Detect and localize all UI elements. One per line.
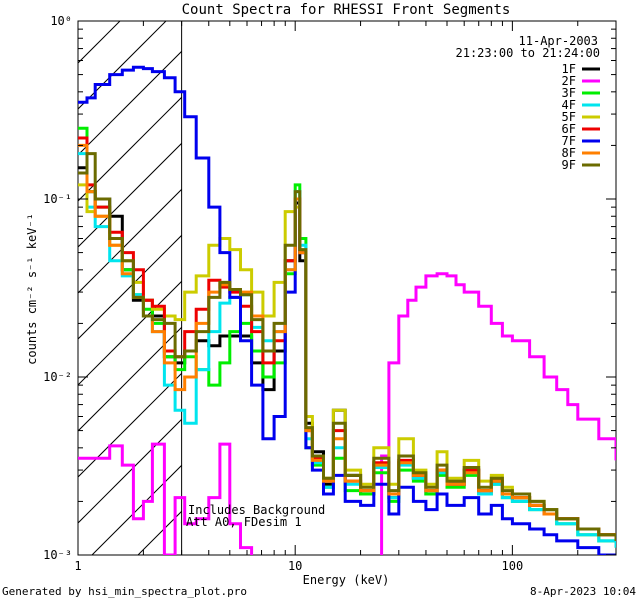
hatch-line <box>78 21 121 64</box>
hatch-line <box>78 234 182 340</box>
chart-title: Count Spectra for RHESSI Front Segments <box>182 2 511 18</box>
legend-label-1f: 1F <box>562 62 576 76</box>
hatch-line <box>78 372 182 478</box>
hatch-line <box>78 50 182 156</box>
date-label: 11-Apr-2003 <box>519 34 598 48</box>
hatch-line <box>78 188 182 294</box>
hatch-line <box>78 418 182 524</box>
hatch-line <box>78 96 182 202</box>
series-line-2f <box>78 272 616 555</box>
footer-generator: Generated by hsi_min_spectra_plot.pro <box>2 585 247 598</box>
legend-label-9f: 9F <box>562 158 576 172</box>
series-line-5f <box>78 183 616 541</box>
series-line-9f <box>78 152 616 541</box>
legend-label-8f: 8F <box>562 146 576 160</box>
legend-label-4f: 4F <box>562 98 576 112</box>
y-tick-label: 10⁻¹ <box>43 192 72 206</box>
legend-label-2f: 2F <box>562 74 576 88</box>
hatch-line <box>368 21 640 555</box>
annotation-line-1: Includes Background <box>188 503 325 517</box>
hatch-line <box>91 464 182 555</box>
legend-label-6f: 6F <box>562 122 576 136</box>
y-axis-label: counts cm⁻² s⁻¹ keV⁻¹ <box>25 213 39 365</box>
legend-label-3f: 3F <box>562 86 576 100</box>
series-line-8f <box>78 143 616 541</box>
hatch-line <box>460 21 640 555</box>
legend-label-7f: 7F <box>562 134 576 148</box>
x-tick-label: 1 <box>74 559 81 573</box>
legend-label-5f: 5F <box>562 110 576 124</box>
y-tick-label: 10⁻² <box>43 370 72 384</box>
x-tick-label: 100 <box>502 559 524 573</box>
hatch-line <box>276 21 640 555</box>
hatch-line <box>598 21 640 555</box>
annotation-line-2: Att A0, FDesim 1 <box>186 515 302 529</box>
x-axis-label: Energy (keV) <box>303 573 390 587</box>
hatched-region <box>78 21 640 555</box>
hatch-line <box>230 21 640 555</box>
axes: 1 10 100 10⁻³ 10⁻² 10⁻¹ 10⁰ <box>43 14 617 573</box>
plot-frame <box>77 20 617 556</box>
series-group <box>78 65 616 555</box>
y-tick-label: 10⁰ <box>50 14 72 28</box>
hatch-line <box>78 280 182 386</box>
footer-date: 8-Apr-2023 10:04 <box>530 585 636 598</box>
series-line-7f <box>78 65 616 555</box>
hatch-line <box>322 21 640 555</box>
x-tick-label: 10 <box>288 559 302 573</box>
time-range-label: 21:23:00 to 21:24:00 <box>456 46 601 60</box>
y-tick-label: 10⁻³ <box>43 548 72 562</box>
